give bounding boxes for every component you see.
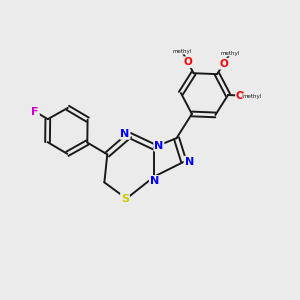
Text: N: N bbox=[154, 141, 164, 151]
Text: methyl: methyl bbox=[173, 49, 192, 54]
Text: F: F bbox=[32, 106, 39, 117]
Text: S: S bbox=[121, 194, 129, 204]
Text: O: O bbox=[236, 91, 245, 100]
Text: methyl: methyl bbox=[242, 94, 262, 98]
Text: N: N bbox=[120, 129, 130, 139]
Text: methyl: methyl bbox=[220, 51, 240, 56]
Text: N: N bbox=[150, 176, 159, 186]
Text: N: N bbox=[184, 157, 194, 167]
Text: O: O bbox=[183, 57, 192, 67]
Text: O: O bbox=[219, 59, 228, 69]
